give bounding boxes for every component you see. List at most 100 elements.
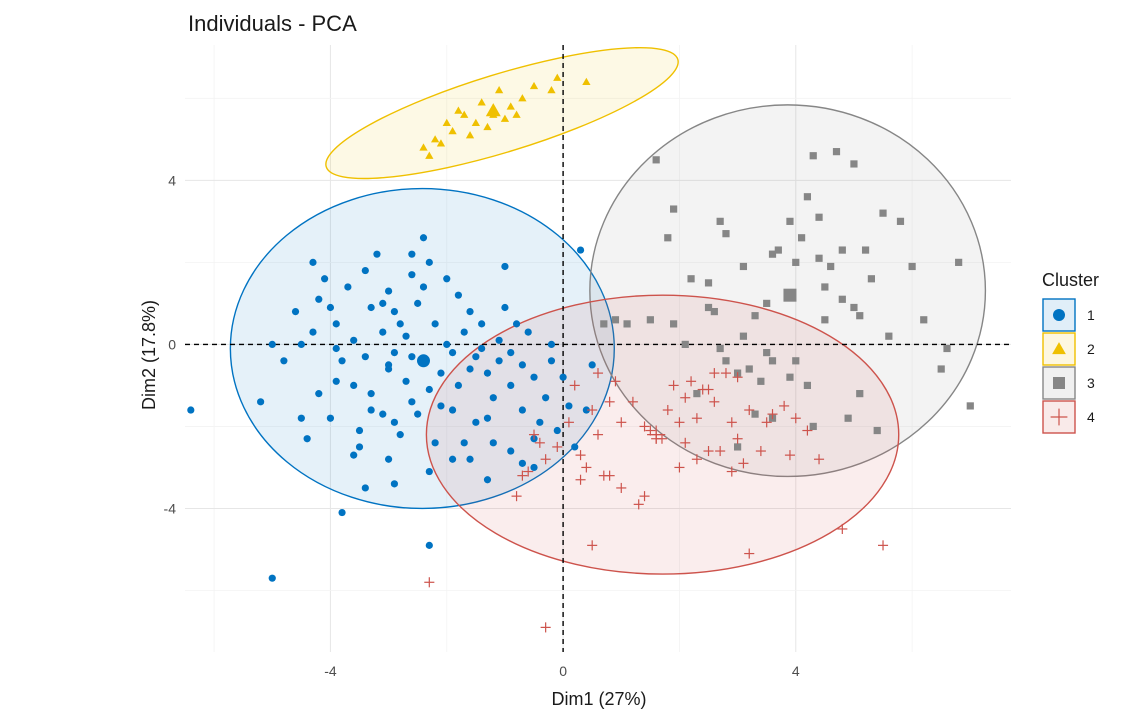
cluster-3-point [955, 258, 963, 266]
cluster-1-point [344, 283, 352, 291]
cluster-3-point [745, 365, 753, 373]
cluster-1-point [489, 439, 497, 447]
cluster-1-point [489, 394, 497, 402]
cluster-2-point [460, 110, 469, 118]
cluster-2-point [512, 110, 521, 118]
cluster-3-point [867, 275, 875, 283]
cluster-1-point [553, 426, 561, 435]
cluster-1-point [507, 381, 515, 390]
cluster-1-point [483, 369, 492, 377]
cluster-3-point [623, 320, 631, 328]
cluster-4-point [755, 445, 766, 457]
cluster-4-point [779, 400, 790, 411]
cluster-3-point [792, 357, 800, 365]
cluster-4-point [517, 470, 528, 481]
data-points [187, 73, 974, 633]
cluster-1-point [408, 398, 416, 406]
cluster-1-point [338, 508, 346, 517]
cluster-3-point [704, 303, 713, 312]
legend-marker-3 [1053, 377, 1065, 389]
cluster-1-point [332, 344, 340, 353]
cluster-1-point [268, 574, 276, 582]
axis-ticks: -4 0 4 -4 0 4 [164, 172, 800, 679]
cluster-1-point [367, 406, 375, 414]
cluster-4-point [656, 433, 668, 444]
cluster-1-point [361, 484, 369, 492]
cluster-1-point [297, 340, 305, 348]
legend-title: Cluster [1042, 270, 1099, 290]
cluster-1-point [588, 361, 596, 369]
cluster-3-point [803, 381, 812, 390]
cluster-1-point [478, 320, 486, 328]
y-tick-label: 4 [168, 172, 176, 188]
cluster-3-point [920, 316, 928, 324]
cluster-3-point [896, 217, 905, 225]
cluster-1-point [419, 283, 428, 291]
cluster-2-point [442, 118, 451, 127]
cluster-4-point [784, 450, 795, 461]
cluster-3-point [873, 426, 881, 435]
cluster-3-point [815, 254, 823, 262]
cluster-3-point [838, 246, 846, 254]
cluster-4-point [592, 429, 604, 440]
cluster-1-point [326, 414, 335, 422]
cluster-3-point [797, 234, 806, 242]
cluster-3-point [943, 344, 951, 353]
cluster-1-point [291, 307, 300, 316]
cluster-1-point [361, 353, 369, 361]
cluster-1-point [268, 340, 276, 348]
cluster-1-point [466, 307, 474, 316]
cluster-1-point [431, 439, 439, 447]
cluster-1-point [350, 336, 358, 344]
cluster-1-point [414, 410, 422, 418]
cluster-4-point [691, 454, 702, 465]
x-axis-title: Dim1 (27%) [551, 689, 646, 709]
cluster-4-point [674, 417, 685, 428]
legend-key-3 [1042, 366, 1076, 400]
cluster-4-point [767, 409, 778, 420]
cluster-4-point [837, 523, 848, 534]
cluster-4-point [610, 376, 621, 387]
cluster-1-point [425, 541, 433, 549]
cluster-1-point [437, 369, 445, 377]
cluster-4-point [569, 380, 580, 391]
cluster-1-point [547, 340, 556, 348]
cluster-3-point [739, 332, 748, 340]
cluster-2-centroid [485, 103, 501, 117]
cluster-1-point [571, 443, 579, 451]
cluster-3-point [687, 275, 695, 283]
cluster-3-point [937, 365, 945, 373]
cluster-4-point [709, 396, 720, 407]
cluster-4-point [761, 417, 772, 428]
cluster-3-point [722, 230, 730, 238]
cluster-2-point [506, 102, 515, 110]
cluster-4-point [587, 540, 598, 551]
cluster-3-point [600, 320, 608, 328]
cluster-1-point [355, 443, 364, 451]
cluster-4-point [703, 384, 714, 395]
cluster-1-point [297, 414, 305, 422]
cluster-1-point [257, 398, 265, 406]
cluster-1-point [507, 447, 515, 455]
y-tick-label: -4 [164, 500, 177, 516]
cluster-1-point [326, 303, 335, 312]
cluster-4-point [645, 425, 656, 436]
legend-marker-1 [1053, 309, 1065, 321]
cluster-4-point [877, 540, 889, 551]
cluster-4-point [627, 396, 638, 407]
legend-label-2: 2 [1087, 341, 1095, 357]
cluster-4-point [814, 454, 825, 465]
legend-label-1: 1 [1087, 307, 1095, 323]
cluster-2-point [547, 85, 556, 94]
cluster-3-point [751, 312, 759, 320]
cluster-1-point [472, 418, 480, 426]
cluster-4-point [726, 466, 737, 477]
cluster-1-point [466, 365, 474, 373]
cluster-1-point [321, 275, 329, 283]
cluster-3-centroid [783, 288, 797, 302]
cluster-4-point [732, 433, 743, 444]
cluster-4-centroid [647, 425, 666, 444]
cluster-1-point [425, 258, 433, 266]
cluster-2-point [436, 139, 446, 147]
cluster-3-point [768, 357, 777, 365]
